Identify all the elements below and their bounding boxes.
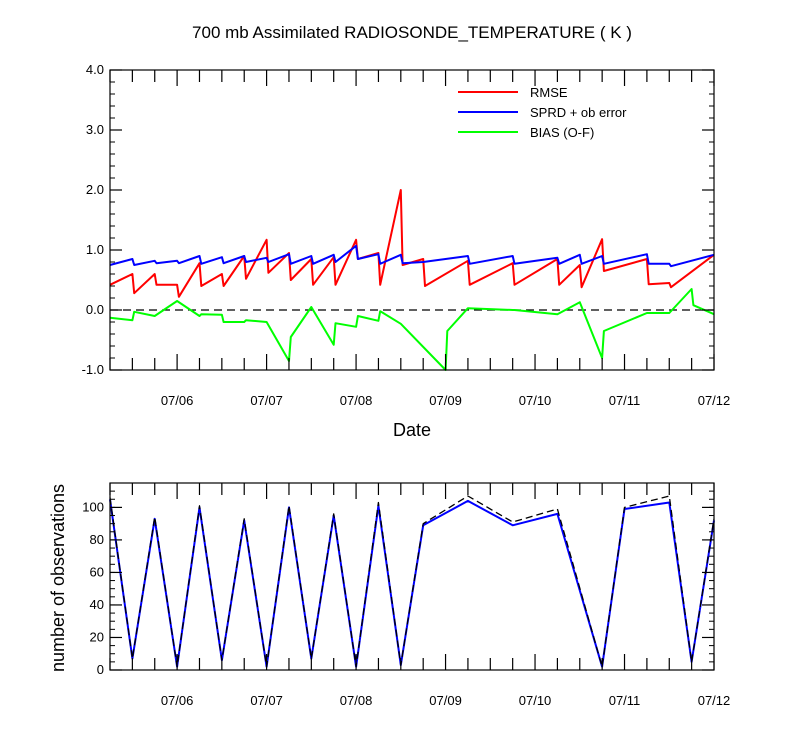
x-tick-label: 07/06 [161, 393, 194, 408]
x-tick-label: 07/12 [698, 693, 731, 708]
top-series-group [109, 189, 715, 371]
bottom-series-group [109, 495, 715, 668]
legend: RMSE SPRD + ob error BIAS (O-F) [458, 85, 627, 140]
x-tick-label: 07/09 [429, 393, 462, 408]
legend-label: RMSE [530, 85, 568, 100]
y-axis-title: number of observations [48, 484, 68, 672]
y-tick-label: -1.0 [82, 362, 104, 377]
x-tick-label: 07/07 [250, 693, 283, 708]
legend-label: BIAS (O-F) [530, 125, 594, 140]
x-tick-label: 07/06 [161, 693, 194, 708]
series-line-0 [109, 499, 715, 668]
x-tick-label: 07/08 [340, 393, 373, 408]
series-line-0 [109, 189, 715, 298]
y-tick-label: 2.0 [86, 182, 104, 197]
top-plot-frame [109, 69, 715, 371]
series-line-1 [109, 244, 715, 268]
y-tick-label: 60 [90, 564, 104, 579]
top-y-axis: -1.0 0.0 1.0 2.0 3.0 4.0 [82, 62, 714, 377]
bottom-y-axis: 0 20 40 60 80 100 [82, 482, 714, 677]
bottom-x-axis: 07/06 07/07 07/08 07/09 07/10 07/11 07/12 [109, 483, 731, 708]
y-tick-label: 0.0 [86, 302, 104, 317]
x-tick-label: 07/11 [609, 393, 641, 408]
top-chart: 700 mb Assimilated RADIOSONDE_TEMPERATUR… [82, 23, 731, 440]
x-tick-label: 07/08 [340, 693, 373, 708]
x-tick-label: 07/12 [698, 393, 731, 408]
y-tick-label: 40 [90, 597, 104, 612]
x-tick-label: 07/07 [250, 393, 283, 408]
y-tick-label: 1.0 [86, 242, 104, 257]
chart-title: 700 mb Assimilated RADIOSONDE_TEMPERATUR… [192, 23, 632, 42]
top-x-axis: 07/06 07/07 07/08 07/09 07/10 07/11 07/12 [109, 70, 731, 408]
y-tick-label: 20 [90, 629, 104, 644]
y-tick-label: 4.0 [86, 62, 104, 77]
y-tick-label: 80 [90, 532, 104, 547]
y-tick-label: 3.0 [86, 122, 104, 137]
y-tick-label: 0 [97, 662, 104, 677]
x-tick-label: 07/10 [519, 393, 552, 408]
x-tick-label: 07/10 [519, 693, 552, 708]
y-tick-label: 100 [82, 499, 104, 514]
x-tick-label: 07/09 [429, 693, 462, 708]
series-line-2 [109, 288, 715, 371]
bottom-plot-frame [109, 482, 715, 671]
x-tick-label: 07/11 [609, 693, 641, 708]
x-axis-title: Date [393, 420, 431, 440]
legend-label: SPRD + ob error [530, 105, 627, 120]
